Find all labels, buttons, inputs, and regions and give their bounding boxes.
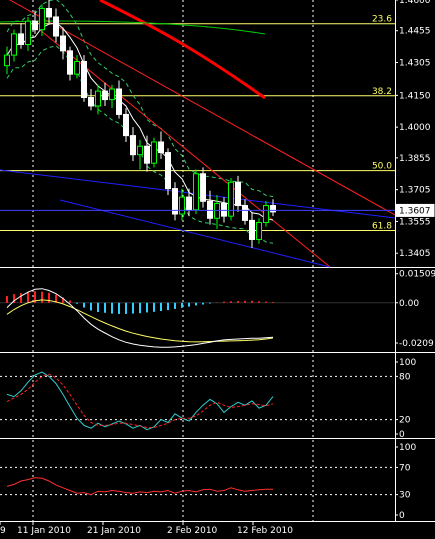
fib-level-label: 50.0 [372, 162, 392, 172]
candle-body [123, 113, 129, 137]
candle-body [235, 181, 241, 207]
time-tick-label: 21 Jan 2010 [87, 526, 141, 536]
rsi-tick-label: 100 [399, 443, 416, 453]
candle-body [137, 145, 143, 156]
stochastic-signal-line [6, 373, 274, 428]
macd-tick-label: -0.0209 [399, 339, 434, 349]
price-tick-label: 1.4305 [399, 59, 431, 69]
red-channel-upper [9, 0, 396, 216]
current-price-label: 1.3607 [399, 206, 431, 216]
stochastic-main-line [6, 371, 274, 431]
grid-layer [0, 0, 435, 522]
candle-body [179, 196, 185, 215]
macd-tick-label: 0.01509 [399, 270, 435, 280]
candle-body [158, 141, 164, 154]
candle-body [249, 219, 255, 240]
candle-body [165, 152, 171, 190]
stochastic-tick-label: 100 [399, 358, 416, 368]
rsi-panel [0, 466, 395, 496]
candle-body [60, 35, 66, 52]
macd-tick-label: 0.00 [399, 299, 419, 309]
current-price-badge [395, 203, 435, 217]
price-tick-label: 1.3855 [399, 154, 431, 164]
upper-band-line [6, 0, 274, 198]
macd-panel [0, 288, 395, 348]
blue-channel-lower [59, 199, 331, 268]
candle-body [130, 135, 136, 156]
price-tick-label: 1.3555 [399, 217, 431, 227]
candle-body [221, 202, 227, 217]
time-tick-label: 9 [0, 526, 6, 536]
price-tick-label: 1.4600 [399, 0, 431, 6]
candle-body [242, 205, 248, 221]
candle-body [144, 145, 150, 164]
stochastic-tick-label: 80 [399, 372, 411, 382]
candle-body [172, 188, 178, 215]
candle-body [263, 205, 269, 224]
fib-level-label: 61.8 [372, 222, 392, 232]
candle-body [74, 60, 80, 75]
macd-main-line [6, 288, 274, 348]
price-tick-label: 1.4150 [399, 91, 431, 101]
stochastic-panel [0, 371, 395, 431]
rsi-tick-label: 70 [399, 463, 411, 473]
rsi-tick-label: 0 [399, 511, 405, 521]
candle-body [53, 16, 59, 37]
candle-body [228, 181, 234, 217]
candle-body [109, 88, 115, 101]
candle-body [151, 141, 157, 164]
candle-body [193, 173, 199, 211]
candle-body [200, 173, 206, 202]
candle-body [46, 7, 52, 18]
time-tick-label: 2 Feb 2010 [167, 526, 218, 536]
candle-body [4, 54, 10, 67]
time-tick-label: 12 Feb 2010 [237, 526, 293, 536]
candle-body [25, 20, 31, 45]
candle-body [81, 60, 87, 98]
fib-level-label: 23.6 [372, 15, 392, 25]
candle-body [186, 196, 192, 211]
candle-body [95, 90, 101, 107]
stochastic-tick-label: 0 [399, 430, 405, 440]
stochastic-tick-label: 20 [399, 416, 411, 426]
rsi-line [6, 477, 273, 496]
candle-body [207, 200, 213, 219]
price-tick-label: 1.4000 [399, 123, 431, 133]
price-panel: 23.6 38.2 50.0 61.8 [0, 0, 396, 268]
candle-body [256, 222, 262, 240]
ma-long-line [99, 0, 266, 100]
candle-body [88, 96, 94, 107]
candle-body [39, 7, 45, 31]
lower-band-line [6, 45, 274, 244]
candle-body [116, 88, 122, 115]
candle-body [270, 205, 276, 213]
price-tick-label: 1.3705 [399, 186, 431, 196]
candle-body [32, 20, 38, 31]
candle-body [102, 90, 108, 101]
red-channel-lower [39, 29, 331, 268]
rsi-tick-label: 30 [399, 491, 411, 501]
time-tick-label: 11 Jan 2010 [17, 526, 71, 536]
candle-body [67, 50, 73, 75]
price-tick-label: 1.4455 [399, 27, 431, 37]
price-tick-label: 1.3405 [399, 249, 431, 259]
candle-body [18, 33, 24, 45]
macd-signal-line [6, 299, 274, 343]
candle-body [11, 33, 17, 56]
fib-level-label: 38.2 [372, 87, 392, 97]
